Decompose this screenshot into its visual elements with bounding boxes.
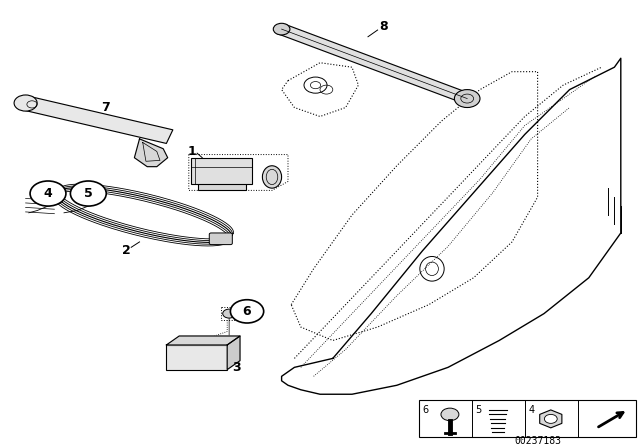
Text: 6: 6 <box>422 405 429 414</box>
Circle shape <box>273 23 290 35</box>
Text: 8: 8 <box>380 20 388 34</box>
FancyBboxPatch shape <box>209 233 232 245</box>
Circle shape <box>30 181 66 206</box>
Text: 6: 6 <box>243 305 252 318</box>
Text: 1: 1 <box>188 145 196 158</box>
Polygon shape <box>134 139 168 167</box>
Ellipse shape <box>262 166 282 188</box>
Polygon shape <box>22 96 173 143</box>
Circle shape <box>14 95 37 111</box>
FancyBboxPatch shape <box>191 158 252 184</box>
Text: 7: 7 <box>101 101 110 114</box>
FancyBboxPatch shape <box>419 400 636 437</box>
Circle shape <box>454 90 480 108</box>
Text: 5: 5 <box>84 187 93 200</box>
Polygon shape <box>227 336 240 370</box>
Circle shape <box>545 414 557 423</box>
Circle shape <box>230 300 264 323</box>
Circle shape <box>70 181 106 206</box>
Text: 2: 2 <box>122 244 131 258</box>
Text: 3: 3 <box>232 361 241 374</box>
FancyBboxPatch shape <box>198 164 246 190</box>
Text: 00237183: 00237183 <box>514 436 561 446</box>
Text: 4: 4 <box>44 187 52 200</box>
Circle shape <box>441 408 459 421</box>
Circle shape <box>223 309 236 318</box>
Text: 4: 4 <box>529 405 534 414</box>
Polygon shape <box>166 336 240 345</box>
Text: 5: 5 <box>476 405 482 414</box>
Polygon shape <box>278 24 471 103</box>
FancyBboxPatch shape <box>166 345 227 370</box>
